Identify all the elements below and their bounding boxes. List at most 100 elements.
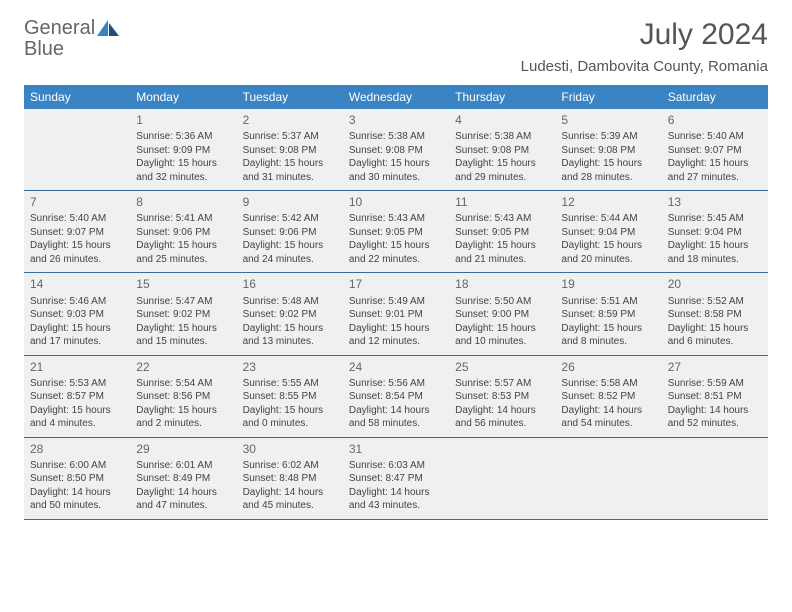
- day-number: 7: [30, 194, 124, 210]
- daylight-text: Daylight: 15 hours: [561, 157, 655, 171]
- daylight-text: and 29 minutes.: [455, 171, 549, 185]
- calendar-day: 14 Sunrise: 5:46 AMSunset: 9:03 PMDayligh…: [24, 273, 130, 354]
- daylight-text: and 10 minutes.: [455, 335, 549, 349]
- day-number: 4: [455, 112, 549, 128]
- daylight-text: and 31 minutes.: [243, 171, 337, 185]
- day-number: 23: [243, 359, 337, 375]
- sunrise-text: Sunrise: 5:46 AM: [30, 295, 124, 309]
- calendar-day: 17Sunrise: 5:49 AMSunset: 9:01 PMDayligh…: [343, 273, 449, 354]
- daylight-text: and 45 minutes.: [243, 499, 337, 513]
- day-number: 27: [668, 359, 762, 375]
- sail-icon: [97, 20, 119, 36]
- sunset-text: Sunset: 9:02 PM: [136, 308, 230, 322]
- calendar-week: 14Sunrise: 5:46 AMSunset: 9:03 PMDayligh…: [24, 273, 768, 355]
- daylight-text: Daylight: 14 hours: [349, 404, 443, 418]
- day-number: 2: [243, 112, 337, 128]
- daylight-text: Daylight: 15 hours: [455, 322, 549, 336]
- day-number: 30: [243, 441, 337, 457]
- day-number: 28: [30, 441, 124, 457]
- daylight-text: Daylight: 15 hours: [136, 157, 230, 171]
- sunset-text: Sunset: 9:05 PM: [455, 226, 549, 240]
- sunrise-text: Sunrise: 5:40 AM: [30, 212, 124, 226]
- daylight-text: and 17 minutes.: [30, 335, 124, 349]
- daylight-text: Daylight: 15 hours: [243, 404, 337, 418]
- daylight-text: Daylight: 14 hours: [30, 486, 124, 500]
- day-number: 14: [30, 276, 124, 292]
- daylight-text: and 4 minutes.: [30, 417, 124, 431]
- daylight-text: Daylight: 15 hours: [136, 322, 230, 336]
- day-number: 22: [136, 359, 230, 375]
- daylight-text: and 2 minutes.: [136, 417, 230, 431]
- daylight-text: Daylight: 15 hours: [243, 322, 337, 336]
- sunset-text: Sunset: 8:54 PM: [349, 390, 443, 404]
- sunset-text: Sunset: 9:03 PM: [30, 308, 124, 322]
- weekday-header: Tuesday: [237, 85, 343, 109]
- calendar-day-empty: [555, 438, 661, 519]
- daylight-text: Daylight: 14 hours: [349, 486, 443, 500]
- daylight-text: and 56 minutes.: [455, 417, 549, 431]
- calendar-day: 8Sunrise: 5:41 AMSunset: 9:06 PMDaylight…: [130, 191, 236, 272]
- daylight-text: and 47 minutes.: [136, 499, 230, 513]
- calendar-day: 30Sunrise: 6:02 AMSunset: 8:48 PMDayligh…: [237, 438, 343, 519]
- daylight-text: Daylight: 15 hours: [668, 157, 762, 171]
- daylight-text: Daylight: 15 hours: [136, 404, 230, 418]
- daylight-text: Daylight: 15 hours: [349, 239, 443, 253]
- sunset-text: Sunset: 9:06 PM: [243, 226, 337, 240]
- sunset-text: Sunset: 9:00 PM: [455, 308, 549, 322]
- calendar-day: 25Sunrise: 5:57 AMSunset: 8:53 PMDayligh…: [449, 356, 555, 437]
- calendar-day: 6Sunrise: 5:40 AMSunset: 9:07 PMDaylight…: [662, 109, 768, 190]
- calendar-day: 10Sunrise: 5:43 AMSunset: 9:05 PMDayligh…: [343, 191, 449, 272]
- daylight-text: and 50 minutes.: [30, 499, 124, 513]
- calendar-day: 26Sunrise: 5:58 AMSunset: 8:52 PMDayligh…: [555, 356, 661, 437]
- sunrise-text: Sunrise: 5:43 AM: [349, 212, 443, 226]
- calendar-week: 21Sunrise: 5:53 AMSunset: 8:57 PMDayligh…: [24, 356, 768, 438]
- daylight-text: and 32 minutes.: [136, 171, 230, 185]
- sunset-text: Sunset: 9:09 PM: [136, 144, 230, 158]
- daylight-text: Daylight: 15 hours: [30, 322, 124, 336]
- day-number: 16: [243, 276, 337, 292]
- day-number: 17: [349, 276, 443, 292]
- daylight-text: Daylight: 15 hours: [243, 239, 337, 253]
- day-number: 15: [136, 276, 230, 292]
- calendar-day: 23Sunrise: 5:55 AMSunset: 8:55 PMDayligh…: [237, 356, 343, 437]
- daylight-text: and 21 minutes.: [455, 253, 549, 267]
- calendar-page: General Blue July 2024 Ludesti, Dambovit…: [0, 0, 792, 538]
- logo: General Blue: [24, 18, 119, 60]
- sunset-text: Sunset: 8:48 PM: [243, 472, 337, 486]
- daylight-text: and 8 minutes.: [561, 335, 655, 349]
- calendar-day: 4Sunrise: 5:38 AMSunset: 9:08 PMDaylight…: [449, 109, 555, 190]
- sunrise-text: Sunrise: 5:55 AM: [243, 377, 337, 391]
- daylight-text: and 0 minutes.: [243, 417, 337, 431]
- calendar-week: 1Sunrise: 5:36 AMSunset: 9:09 PMDaylight…: [24, 109, 768, 191]
- day-number: 3: [349, 112, 443, 128]
- sunset-text: Sunset: 8:53 PM: [455, 390, 549, 404]
- sunset-text: Sunset: 9:04 PM: [668, 226, 762, 240]
- daylight-text: and 22 minutes.: [349, 253, 443, 267]
- daylight-text: and 28 minutes.: [561, 171, 655, 185]
- calendar-day: 11Sunrise: 5:43 AMSunset: 9:05 PMDayligh…: [449, 191, 555, 272]
- day-number: 1: [136, 112, 230, 128]
- day-number: 9: [243, 194, 337, 210]
- calendar-day: 22Sunrise: 5:54 AMSunset: 8:56 PMDayligh…: [130, 356, 236, 437]
- sunset-text: Sunset: 9:04 PM: [561, 226, 655, 240]
- day-number: 25: [455, 359, 549, 375]
- sunrise-text: Sunrise: 5:52 AM: [668, 295, 762, 309]
- calendar-day: 28Sunrise: 6:00 AMSunset: 8:50 PMDayligh…: [24, 438, 130, 519]
- sunrise-text: Sunrise: 5:38 AM: [455, 130, 549, 144]
- calendar-day-empty: [24, 109, 130, 190]
- day-number: 21: [30, 359, 124, 375]
- sunrise-text: Sunrise: 5:47 AM: [136, 295, 230, 309]
- weekday-header: Thursday: [449, 85, 555, 109]
- calendar-day-empty: [662, 438, 768, 519]
- calendar-day: 7Sunrise: 5:40 AMSunset: 9:07 PMDaylight…: [24, 191, 130, 272]
- weekday-header: Monday: [130, 85, 236, 109]
- sunrise-text: Sunrise: 5:48 AM: [243, 295, 337, 309]
- daylight-text: Daylight: 15 hours: [30, 239, 124, 253]
- day-number: 5: [561, 112, 655, 128]
- sunrise-text: Sunrise: 5:56 AM: [349, 377, 443, 391]
- calendar-week: 7Sunrise: 5:40 AMSunset: 9:07 PMDaylight…: [24, 191, 768, 273]
- sunrise-text: Sunrise: 6:00 AM: [30, 459, 124, 473]
- weekday-header: Wednesday: [343, 85, 449, 109]
- sunset-text: Sunset: 9:07 PM: [668, 144, 762, 158]
- calendar-day: 5Sunrise: 5:39 AMSunset: 9:08 PMDaylight…: [555, 109, 661, 190]
